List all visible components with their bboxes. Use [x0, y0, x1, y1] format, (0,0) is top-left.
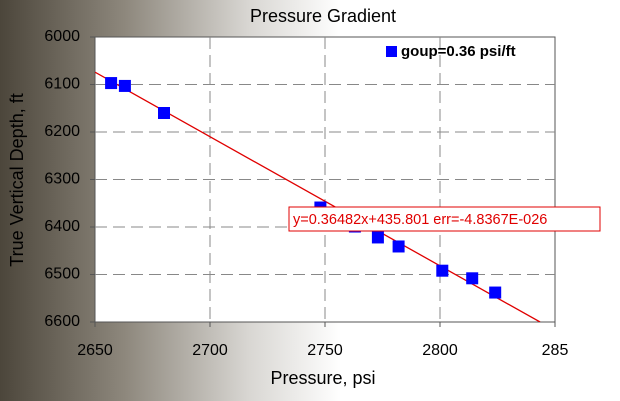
point — [105, 77, 118, 90]
point — [392, 240, 405, 253]
annotation-box — [288, 206, 601, 232]
legend-label: goup=0.36 psi/ft — [401, 43, 516, 60]
x-tick-label: 2700 — [192, 342, 228, 359]
y-tick-label: 6400 — [44, 218, 80, 235]
point — [158, 107, 170, 119]
y-tick-label: 6100 — [44, 76, 80, 93]
annotation: y=0.36482x+435.801 err=-4.8367E-026 — [293, 212, 547, 228]
x-tick-label: 2650 — [77, 342, 113, 359]
y-tick-label: 6000 — [44, 28, 80, 45]
chart-title: Pressure Gradient — [250, 6, 396, 26]
y-tick-label: 6200 — [44, 123, 80, 140]
point — [118, 79, 131, 92]
y-tick-label: 6300 — [44, 171, 80, 188]
y-tick-label: 6500 — [44, 266, 80, 283]
x-tick-label: 2800 — [422, 342, 458, 359]
point — [436, 264, 449, 277]
x-tick-label: 2750 — [307, 342, 343, 359]
y-tick-label: 6600 — [44, 313, 80, 330]
y-axis-label: True Vertical Depth, ft — [7, 93, 27, 266]
point — [371, 231, 384, 244]
x-axis-label: Pressure, psi — [270, 368, 375, 388]
x-tick-label: 285 — [542, 342, 569, 359]
point — [489, 286, 502, 299]
point — [466, 272, 479, 285]
legend-swatch — [386, 46, 397, 57]
